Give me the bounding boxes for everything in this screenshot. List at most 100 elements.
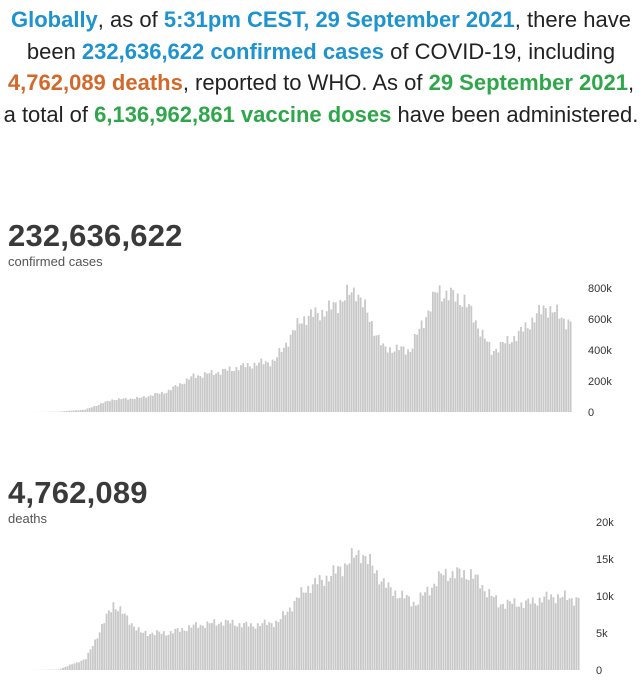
chart-bar <box>558 318 561 412</box>
chart-bar <box>474 574 477 670</box>
chart-bar <box>238 623 241 670</box>
chart-bar <box>386 352 389 412</box>
chart-bar <box>288 607 291 670</box>
chart-bar <box>140 632 142 670</box>
headline: Globally, as of 5:31pm CEST, 29 Septembe… <box>0 4 642 130</box>
chart-bar <box>80 660 83 670</box>
chart-bar <box>220 622 223 670</box>
chart-bar <box>174 628 177 670</box>
chart-bar <box>137 627 140 670</box>
chart-bar <box>327 581 330 670</box>
chart-bar <box>355 301 358 412</box>
chart-bar <box>427 310 430 412</box>
chart-bar <box>64 666 67 670</box>
chart-bar <box>174 385 177 412</box>
chart-bar <box>316 584 319 670</box>
chart-bar <box>286 611 289 670</box>
chart-bar <box>249 366 251 412</box>
chart-bar <box>78 662 80 670</box>
chart-bar <box>119 606 122 670</box>
chart-bar <box>495 348 498 412</box>
chart-bar <box>162 631 165 670</box>
chart-bar <box>412 601 415 670</box>
chart-bar <box>210 369 213 412</box>
chart-bar <box>321 309 324 412</box>
chart-bar <box>495 595 498 670</box>
chart-bar <box>258 362 260 412</box>
chart-bar <box>314 307 317 412</box>
chart-bar <box>474 320 477 412</box>
chart-bar <box>147 396 150 412</box>
chart-bar <box>426 586 429 670</box>
chart-bar <box>295 597 298 670</box>
y-tick-label: 5k <box>596 628 608 640</box>
chart-bar <box>298 323 301 412</box>
chart-bar <box>350 548 353 670</box>
chart-bar <box>565 329 568 412</box>
chart-bar <box>227 620 229 670</box>
chart-bar <box>458 568 461 670</box>
chart-bar <box>488 589 491 670</box>
chart-bar <box>275 620 278 670</box>
chart-bar <box>263 619 266 670</box>
chart-bar <box>176 386 179 412</box>
y-tick-label: 200k <box>588 376 612 388</box>
chart-bar <box>459 305 461 412</box>
chart-bar <box>158 393 161 412</box>
chart-bar <box>197 627 200 670</box>
chart-bar <box>387 582 390 670</box>
chart-bar <box>490 595 493 670</box>
chart-bar <box>520 602 523 670</box>
chart-bar <box>395 344 398 412</box>
chart-bar <box>467 580 470 670</box>
chart-bar <box>319 320 321 412</box>
chart-bar <box>385 587 388 670</box>
chart-bar <box>538 304 540 412</box>
chart-bar <box>282 347 285 412</box>
chart-bar <box>479 336 482 412</box>
chart-bar <box>243 622 245 670</box>
chart-bar <box>87 652 90 670</box>
chart-bar <box>273 360 276 412</box>
chart-bar <box>337 566 339 670</box>
chart-bar <box>68 664 71 670</box>
chart-bar <box>561 596 564 670</box>
chart-bar <box>330 309 333 412</box>
chart-bar <box>206 373 208 412</box>
chart-bar <box>325 575 328 670</box>
chart-bar <box>267 362 269 412</box>
chart-bar <box>549 306 552 412</box>
chart-bar <box>215 625 218 670</box>
chart-bar <box>332 302 335 412</box>
chart-bar <box>563 590 566 670</box>
chart-bar <box>160 633 163 670</box>
chart-bar <box>454 301 457 412</box>
chart-bar <box>211 622 213 670</box>
chart-bar <box>339 299 342 412</box>
chart-bar <box>497 352 500 412</box>
chart-bar <box>409 351 412 412</box>
chart-bar <box>389 587 392 670</box>
chart-bar <box>178 631 181 670</box>
chart-bar <box>151 632 154 670</box>
chart-bar <box>411 348 414 412</box>
chart-bar <box>488 341 491 412</box>
chart-bar <box>70 410 73 412</box>
chart-bar <box>337 313 339 412</box>
chart-bar <box>371 321 373 412</box>
chart-bar <box>425 317 428 412</box>
chart-bar <box>396 598 399 670</box>
chart-bar <box>81 409 84 412</box>
chart-bar <box>497 607 500 670</box>
chart-bar <box>236 626 239 670</box>
chart-bar <box>94 639 96 670</box>
chart-bar <box>156 630 158 670</box>
chart-bar <box>453 578 456 670</box>
chart-bar <box>213 619 216 670</box>
headline-timestamp: 5:31pm CEST, 29 September 2021 <box>163 7 515 32</box>
chart-bar <box>501 342 504 412</box>
chart-bar <box>167 634 170 670</box>
chart-bar <box>176 628 179 670</box>
chart-bar <box>444 568 447 670</box>
chart-bar <box>185 631 188 670</box>
